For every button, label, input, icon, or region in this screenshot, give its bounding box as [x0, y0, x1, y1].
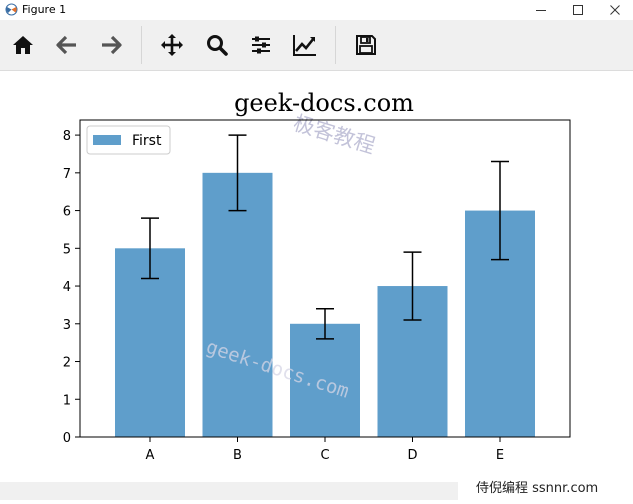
minimize-button[interactable]: [523, 0, 559, 20]
app-icon: [5, 3, 18, 16]
save-icon: [356, 35, 376, 55]
legend-box: [86, 125, 171, 155]
window-title: Figure 1: [22, 3, 67, 16]
pan-button[interactable]: [157, 30, 187, 60]
y-tick-label: 0: [63, 431, 71, 446]
maximize-button[interactable]: [560, 0, 596, 20]
x-tick-label: D: [407, 448, 417, 463]
zoom-button[interactable]: [202, 30, 232, 60]
edit-axes-icon: [293, 35, 316, 56]
legend-swatch: [93, 135, 121, 145]
watermark-chinese: 极客教程: [291, 111, 378, 159]
x-tick-label: B: [233, 448, 242, 463]
close-button[interactable]: [597, 0, 633, 20]
toolbar-separator: [335, 26, 336, 64]
edit-axes-button[interactable]: [290, 30, 320, 60]
bar: [290, 323, 360, 437]
maximize-icon: [573, 5, 583, 15]
toolbar-separator: [141, 26, 142, 64]
minimize-icon: [536, 10, 546, 11]
legend-label: First: [132, 133, 162, 149]
status-bar: [0, 482, 458, 500]
bar: [202, 172, 273, 437]
back-button[interactable]: [52, 30, 82, 60]
y-tick-label: 7: [63, 167, 71, 182]
y-tick-label: 2: [63, 356, 71, 371]
y-tick-label: 5: [63, 242, 71, 257]
figure-canvas[interactable]: geek-docs.com 极客教程 0 1 2 3 4 5 6 7 8 A B C D E First g…: [0, 71, 633, 500]
home-icon: [13, 36, 33, 54]
configure-subplots-button[interactable]: [246, 30, 276, 60]
chart-title: geek-docs.com: [234, 89, 414, 117]
y-tick-label: 4: [63, 280, 71, 295]
credit-watermark: 侍倪编程 ssnnr.com: [476, 481, 599, 496]
window-titlebar: Figure 1: [0, 0, 633, 20]
forward-button[interactable]: [96, 30, 126, 60]
save-button[interactable]: [351, 30, 381, 60]
x-tick-label: E: [496, 448, 504, 463]
navigation-toolbar: [0, 20, 633, 71]
y-tick-label: 8: [63, 129, 71, 144]
subplots-config-icon: [252, 36, 270, 54]
back-arrow-icon: [56, 35, 76, 55]
x-tick-label: C: [320, 448, 329, 463]
plot-area: 0 1 2 3 4 5 6 7 8 A B C D E First: [63, 119, 571, 463]
y-tick-label: 1: [63, 393, 71, 408]
x-tick-label: A: [146, 448, 155, 463]
forward-arrow-icon: [102, 35, 122, 55]
home-button[interactable]: [8, 30, 38, 60]
y-tick-label: 3: [63, 318, 71, 333]
pan-icon: [161, 34, 183, 56]
close-icon: [610, 5, 620, 15]
bar: [115, 248, 185, 437]
zoom-icon: [207, 35, 228, 56]
y-tick-label: 6: [63, 205, 71, 220]
